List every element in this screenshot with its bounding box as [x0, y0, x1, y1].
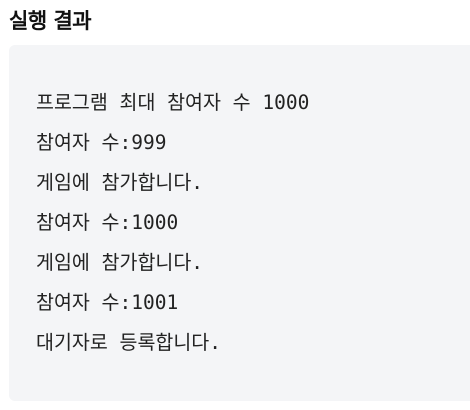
output-line: 프로그램 최대 참여자 수 1000	[36, 91, 310, 114]
output-line: 게임에 참가합니다.	[36, 251, 204, 274]
console-output-panel: 프로그램 최대 참여자 수 1000 참여자 수:999 게임에 참가합니다. …	[9, 45, 470, 401]
output-line: 참여자 수:1001	[36, 291, 179, 314]
output-line: 대기자로 등록합니다.	[36, 331, 221, 354]
output-line: 게임에 참가합니다.	[36, 171, 204, 194]
output-line: 참여자 수:1000	[36, 211, 179, 234]
section-title: 실행 결과	[9, 9, 92, 33]
output-line: 참여자 수:999	[36, 131, 167, 154]
